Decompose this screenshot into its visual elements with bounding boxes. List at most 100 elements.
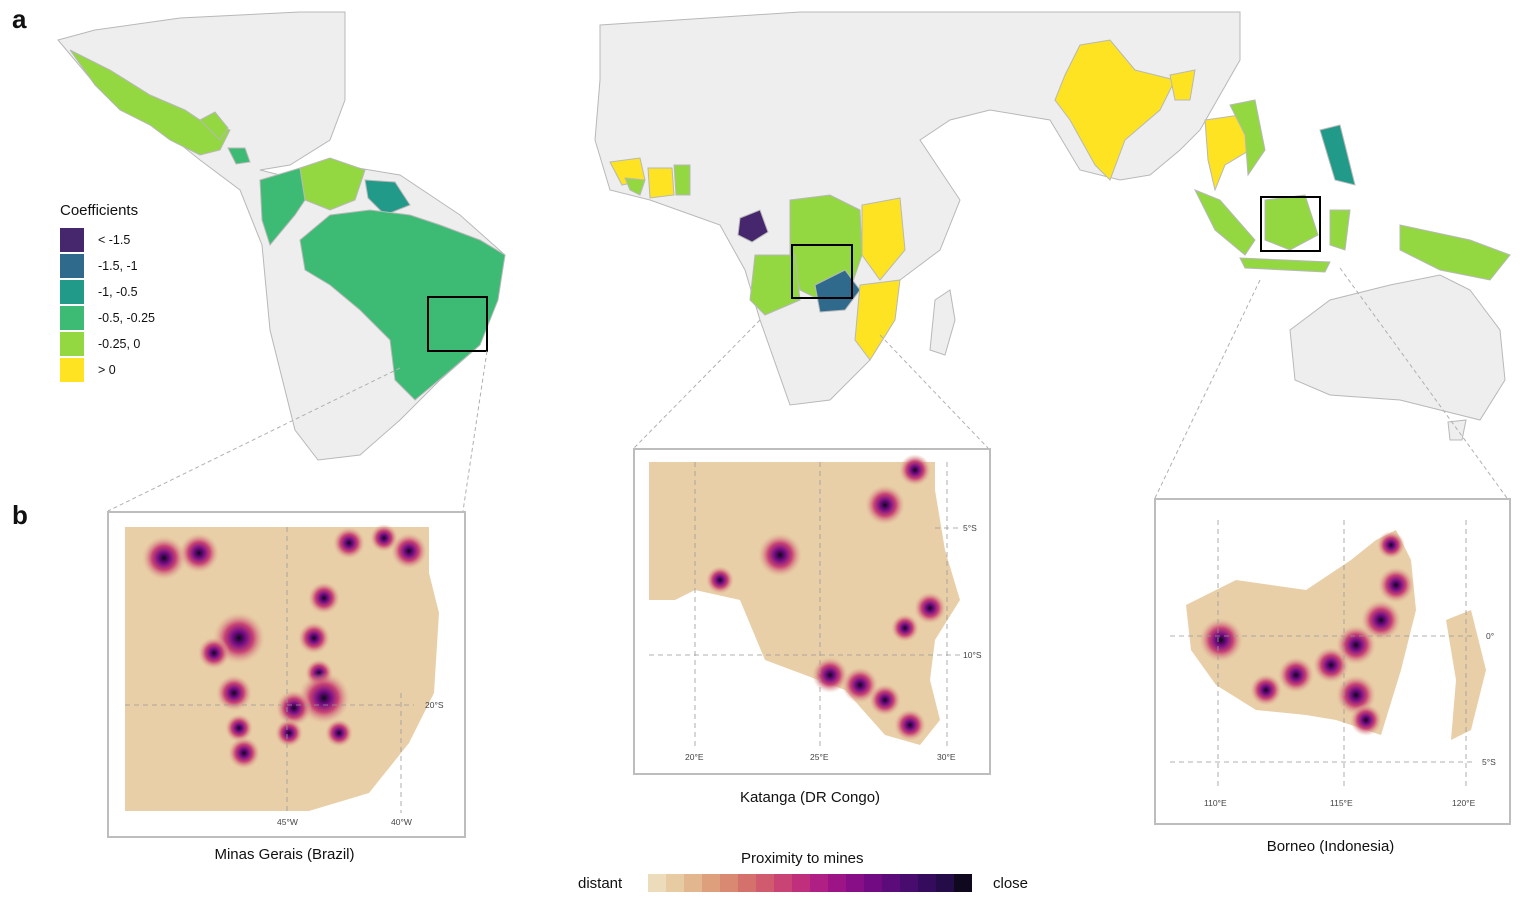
proximity-color-step — [810, 874, 828, 892]
legend-label: -1, -0.5 — [98, 285, 138, 299]
panel-label-b: b — [12, 500, 28, 530]
mine-hotspots — [142, 524, 427, 769]
country-gabon — [737, 209, 769, 243]
legend-label: > 0 — [98, 363, 116, 377]
land-eurasia — [594, 11, 1241, 406]
country-mexico — [69, 49, 231, 156]
country-cote-divoire — [647, 167, 675, 199]
tick-45w: 45°W — [277, 817, 298, 827]
legend-label: < -1.5 — [98, 233, 131, 247]
country-java — [1239, 257, 1331, 273]
tick-5s: 5°S — [1482, 757, 1496, 767]
proximity-color-step — [846, 874, 864, 892]
legend-item: -0.5, -0.25 — [60, 305, 155, 331]
legend-item: -1, -0.5 — [60, 279, 155, 305]
country-tanzania-kenya — [861, 197, 906, 281]
country-papua — [1399, 224, 1511, 281]
proximity-low-label: distant — [578, 875, 623, 892]
legend-label: -1.5, -1 — [98, 259, 138, 273]
proximity-title: Proximity to mines — [741, 850, 864, 867]
country-philippines — [1319, 124, 1356, 186]
legend-swatch — [60, 228, 84, 252]
proximity-color-step — [882, 874, 900, 892]
box-katanga — [791, 244, 853, 299]
region-katanga — [814, 269, 861, 313]
legend-item: -1.5, -1 — [60, 253, 155, 279]
proximity-color-step — [720, 874, 738, 892]
tick-115e: 115°E — [1330, 798, 1353, 808]
inset-map-katanga: 20°E 25°E 30°E 5°S 10°S — [649, 454, 982, 762]
country-venezuela — [299, 157, 366, 211]
tick-10s: 10°S — [963, 650, 982, 660]
proximity-color-step — [756, 874, 774, 892]
proximity-color-step — [648, 874, 666, 892]
inset-borneo: 110°E 115°E 120°E 0° 5°S — [1154, 498, 1511, 825]
country-sulawesi — [1329, 209, 1351, 251]
legend-label: -0.25, 0 — [98, 337, 141, 351]
tick-110e: 110°E — [1204, 798, 1227, 808]
proximity-color-step — [954, 874, 972, 892]
caption-borneo: Borneo (Indonesia) — [1266, 838, 1395, 855]
tick-30e: 30°E — [937, 752, 956, 762]
country-angola — [749, 254, 801, 316]
proximity-color-step — [828, 874, 846, 892]
legend-item: > 0 — [60, 357, 155, 383]
country-myanmar — [1169, 69, 1196, 101]
inset-katanga: 20°E 25°E 30°E 5°S 10°S — [633, 448, 991, 775]
proximity-color-step — [738, 874, 756, 892]
tick-25e: 25°E — [810, 752, 829, 762]
study-countries — [69, 39, 1511, 401]
legend-swatch — [60, 280, 84, 304]
legend-item: < -1.5 — [60, 227, 155, 253]
legend-item: -0.25, 0 — [60, 331, 155, 357]
tick-120e: 120°E — [1452, 798, 1476, 808]
region-shape — [649, 462, 960, 745]
legend-title: Coefficients — [60, 202, 139, 219]
proximity-color-step — [864, 874, 882, 892]
land-tasmania — [1447, 419, 1467, 441]
mine-hotspots — [1199, 531, 1414, 736]
country-borneo — [1264, 194, 1319, 251]
country-costa-rica — [227, 147, 251, 165]
country-vietnam — [1229, 99, 1266, 177]
legend-swatch — [60, 254, 84, 278]
caption-minas-gerais: Minas Gerais (Brazil) — [214, 846, 355, 863]
tick-5s: 5°S — [963, 523, 977, 533]
caption-katanga: Katanga (DR Congo) — [739, 789, 881, 806]
mine-hotspots — [706, 454, 946, 741]
land-madagascar — [929, 289, 956, 356]
country-india — [1054, 39, 1176, 181]
proximity-color-step — [792, 874, 810, 892]
country-sierra-leone — [624, 177, 646, 196]
proximity-color-step — [774, 874, 792, 892]
inset-map-borneo: 110°E 115°E 120°E 0° 5°S — [1170, 520, 1496, 808]
connector-lines — [107, 267, 1508, 512]
legend-swatch — [60, 306, 84, 330]
proximity-colorbar — [648, 874, 972, 892]
country-central-america — [199, 111, 229, 141]
legend-label: -0.5, -0.25 — [98, 311, 155, 325]
proximity-color-step — [666, 874, 684, 892]
proximity-color-step — [936, 874, 954, 892]
tick-20e: 20°E — [685, 752, 704, 762]
tick-40w: 40°W — [391, 817, 412, 827]
country-brazil — [299, 209, 506, 401]
inset-minas-gerais: 45°W 40°W 20°S — [107, 511, 466, 838]
proximity-color-step — [918, 874, 936, 892]
country-ghana — [673, 164, 691, 196]
country-sumatra — [1193, 189, 1256, 256]
panel-label-a: a — [12, 4, 27, 34]
proximity-color-step — [900, 874, 918, 892]
proximity-color-step — [702, 874, 720, 892]
box-borneo — [1260, 196, 1321, 252]
country-mozambique — [854, 279, 901, 361]
country-guianas — [364, 179, 411, 216]
box-minas-gerais — [427, 296, 488, 352]
coefficients-legend: Coefficients < -1.5 -1.5, -1 -1, -0.5 -0.5,… — [60, 202, 155, 383]
legend-swatch — [60, 332, 84, 356]
legend-swatch — [60, 358, 84, 382]
region-shape — [125, 527, 439, 811]
proximity-high-label: close — [993, 875, 1029, 892]
inset-map-minas-gerais: 45°W 40°W 20°S — [125, 524, 444, 827]
